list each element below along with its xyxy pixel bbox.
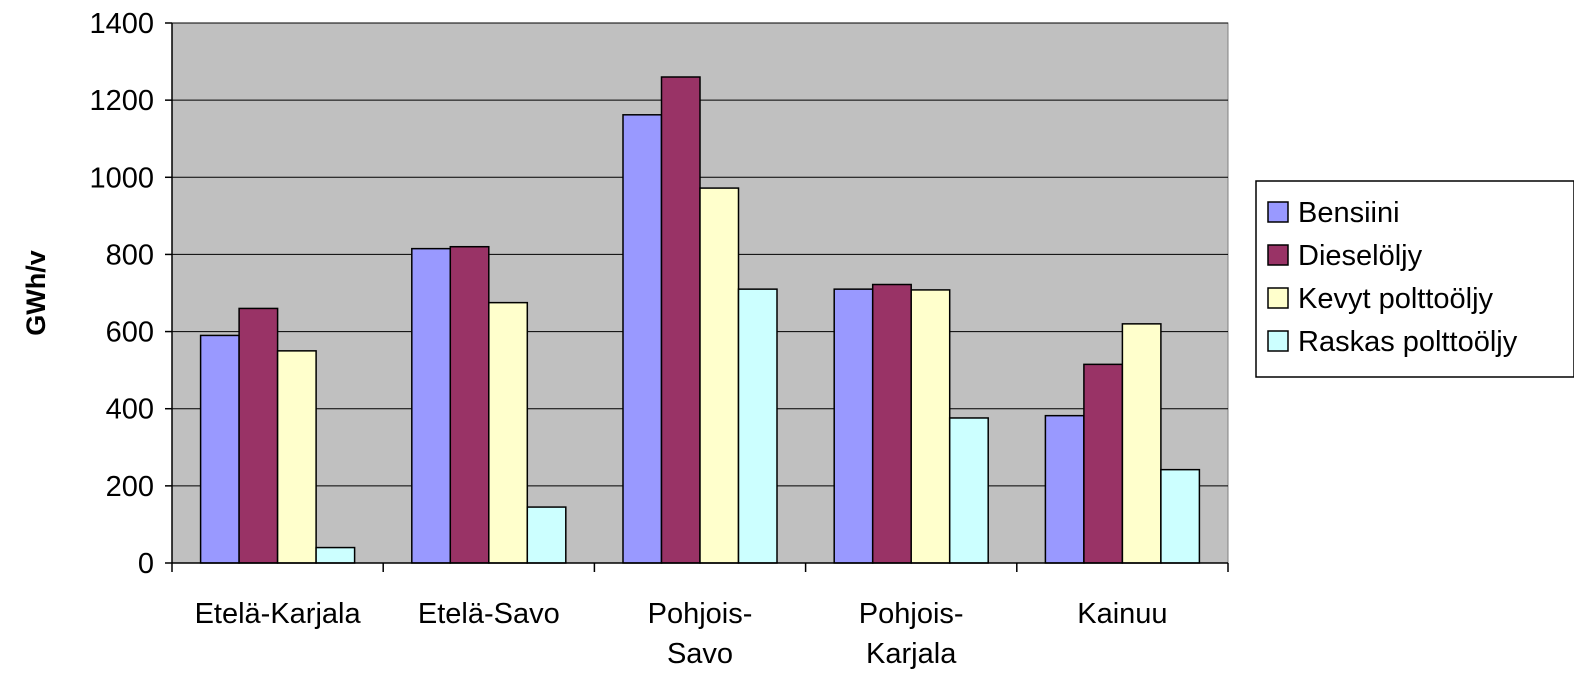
bar <box>450 247 489 563</box>
legend-label: Bensiini <box>1298 197 1400 229</box>
bar <box>1045 416 1084 563</box>
bar <box>278 351 317 563</box>
y-tick-label: 1400 <box>89 8 154 40</box>
legend-swatch <box>1268 288 1288 308</box>
x-category-label: Kainuu <box>1077 598 1167 630</box>
bar <box>1161 470 1200 563</box>
bar <box>662 77 701 563</box>
legend-label: Dieselöljy <box>1298 240 1423 272</box>
legend-swatch <box>1268 245 1288 265</box>
bar <box>239 308 278 563</box>
bar <box>739 289 778 563</box>
bar <box>1122 324 1161 563</box>
legend-label: Raskas polttoöljy <box>1298 326 1518 358</box>
bar <box>700 188 739 563</box>
y-axis-label: GWh/v <box>21 250 51 336</box>
bar <box>623 115 662 563</box>
bar <box>489 303 528 563</box>
bar <box>1084 364 1123 563</box>
bar <box>911 290 950 563</box>
x-category-labels: Etelä-Karjala Etelä-Savo Pohjois-Savo Pohjo… <box>195 598 1168 670</box>
y-tick-labels: 0 200 400 600 800 1000 1200 1400 <box>89 8 154 580</box>
x-category-label: Pohjois-Savo <box>648 598 753 670</box>
bar <box>316 548 355 563</box>
legend-swatch <box>1268 331 1288 351</box>
y-tick-label: 200 <box>106 471 154 503</box>
bar <box>834 289 873 563</box>
bar <box>950 418 989 563</box>
bar <box>201 335 240 563</box>
y-tick-label: 400 <box>106 394 154 426</box>
x-category-label: Pohjois-Karjala <box>859 598 964 670</box>
bar <box>527 507 566 563</box>
legend: Bensiini Dieselöljy Kevyt polttoöljy Raskas… <box>1256 181 1574 377</box>
y-tick-label: 800 <box>106 239 154 271</box>
y-tick-label: 1000 <box>89 162 154 194</box>
y-tick-label: 1200 <box>89 85 154 117</box>
legend-swatch <box>1268 202 1288 222</box>
legend-label: Kevyt polttoöljy <box>1298 283 1494 315</box>
bar <box>412 249 451 563</box>
y-tick-label: 0 <box>138 548 154 580</box>
bar <box>873 285 912 563</box>
y-tick-label: 600 <box>106 317 154 349</box>
x-category-label: Etelä-Savo <box>418 598 560 630</box>
x-category-label: Etelä-Karjala <box>195 598 362 630</box>
